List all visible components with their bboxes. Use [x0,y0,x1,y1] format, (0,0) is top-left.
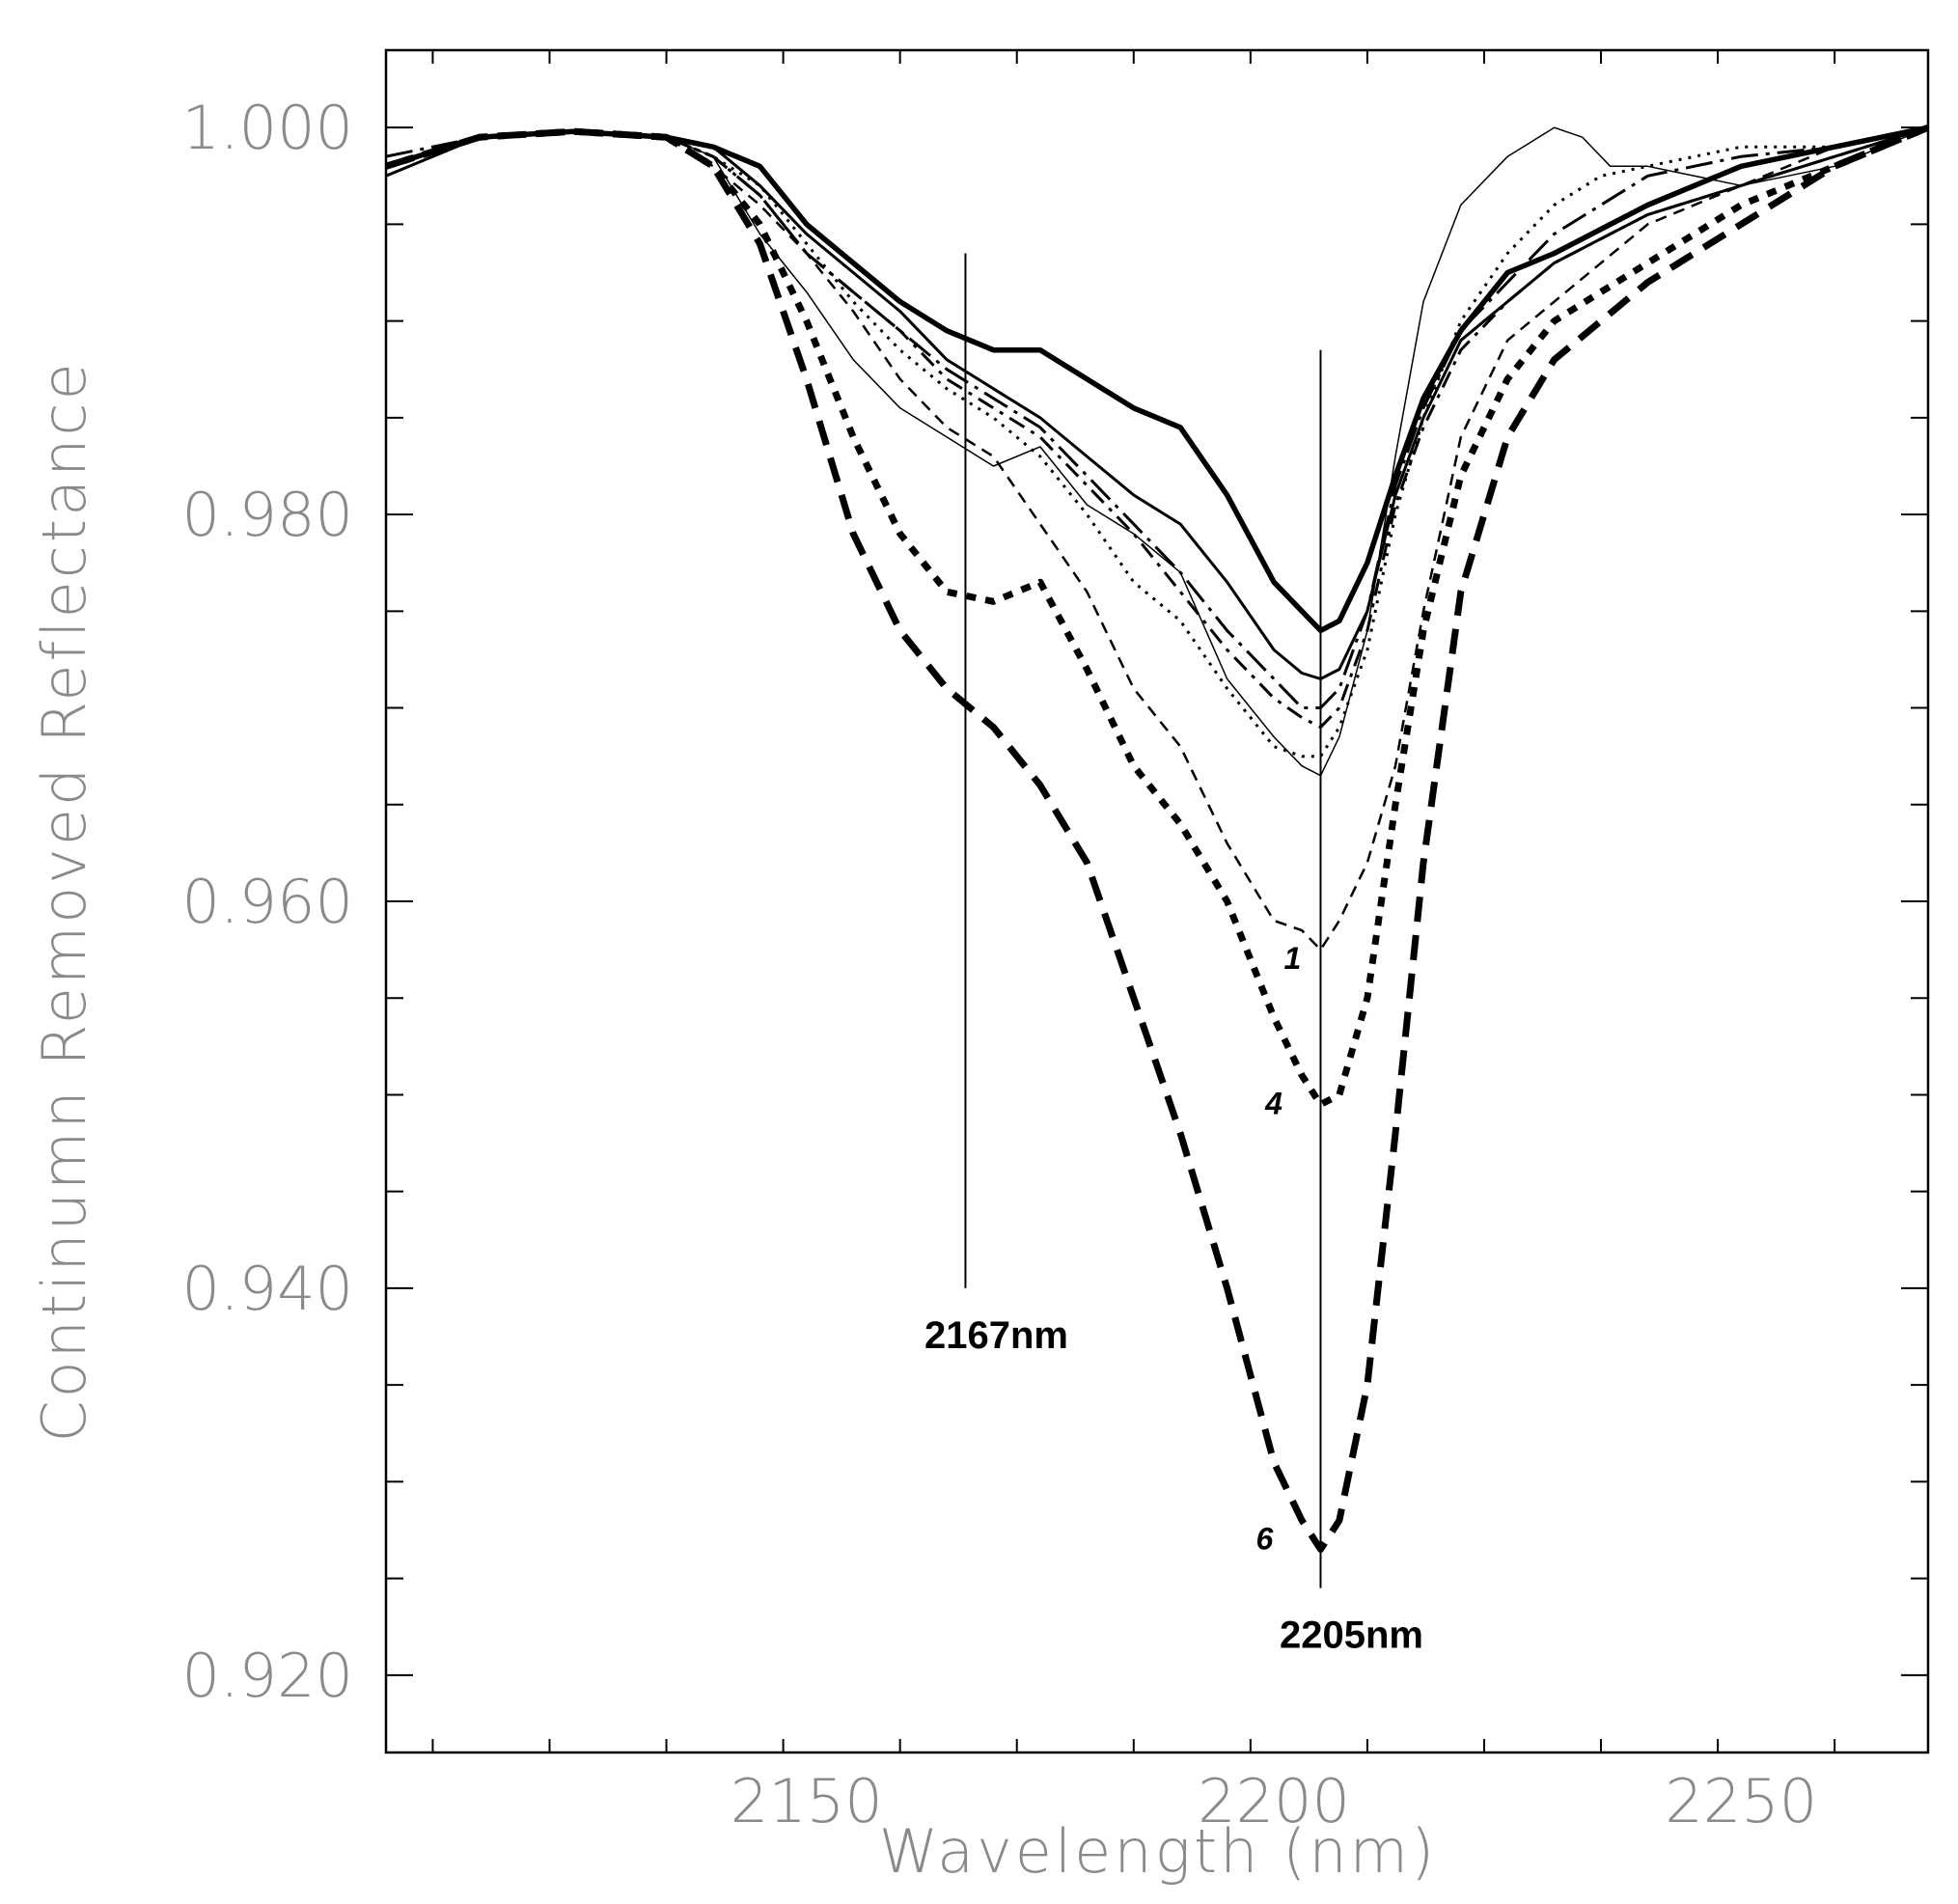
x-axis-title: Wavelength (nm) [879,1816,1437,1887]
series-line-9 [386,125,1928,709]
series-line-3 [386,125,1928,952]
y-tick-label: 0.940 [182,1254,354,1324]
x-tick-label: 2150 [731,1766,883,1836]
y-tick-label: 0.980 [182,480,354,550]
plot-frame [384,48,1930,1754]
series-layer [386,124,1928,1553]
reference-lines: 2167nm 2205nm [924,253,1423,1657]
curve-label: 4 [1264,1087,1282,1121]
y-tick-label: 1.000 [182,93,354,163]
y-tick-label: 0.920 [182,1641,354,1711]
reference-line-label: 2167nm [924,1314,1068,1357]
x-tick-label: 2250 [1665,1766,1817,1836]
curve-label: 1 [1284,941,1302,976]
curve-label: 6 [1255,1522,1273,1557]
series-line-1 [386,124,1928,1553]
series-line-8 [386,125,1928,759]
y-axis-title: Continumn Removed Reflectance [29,360,99,1442]
tick-labels: 2150 2200 2250 0.920 0.940 0.960 0.980 1.000 [182,93,1818,1836]
series-line-7 [386,125,1928,730]
curve-labels: 1 4 6 [1255,941,1301,1556]
axis-ticks [386,50,1928,1752]
series-line-4 [386,126,1928,777]
reference-line-label: 2205nm [1280,1614,1423,1657]
series-line-5 [386,124,1928,634]
x-tick-label: 2200 [1198,1766,1350,1836]
series-line-2 [386,124,1928,1108]
series-line-6 [386,125,1928,680]
y-tick-label: 0.960 [182,867,354,937]
